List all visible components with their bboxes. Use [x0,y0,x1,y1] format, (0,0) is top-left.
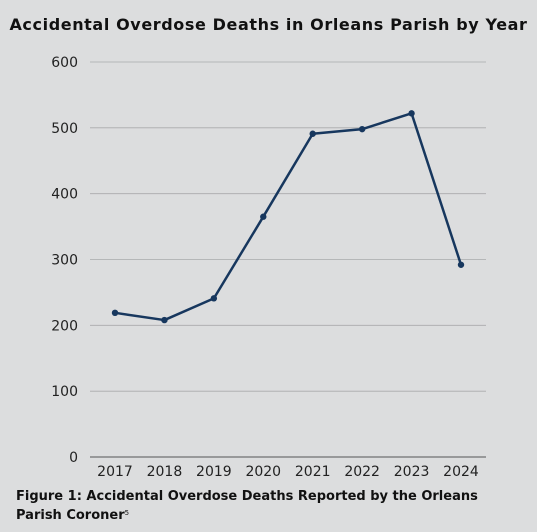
x-tick-label: 2024 [443,464,479,480]
y-tick-label: 200 [51,318,78,334]
data-point [358,125,366,133]
data-point [111,309,119,317]
data-point [457,261,465,268]
chart-title: Accidental Overdose Deaths in Orleans Pa… [9,15,528,34]
line-chart: 0 100 200 300 400 500 600 2017 2018 2019 2020 2021… [51,55,486,480]
data-points [111,110,465,324]
series-line-path [113,112,463,322]
data-point [309,130,316,137]
series-line [113,112,463,322]
x-tick-label: 2021 [295,464,331,480]
data-point [210,295,218,302]
x-tick-label: 2020 [245,464,281,480]
figure-caption: Figure 1: Accidental Overdose Deaths Rep… [16,487,516,525]
y-tick-label: 100 [51,384,78,400]
y-tick-label: 500 [51,121,78,137]
data-point [161,316,168,324]
x-axis-ticks: 2017 2018 2019 2020 2021 2022 2023 2024 [97,464,479,480]
x-tick-label: 2017 [97,464,133,480]
y-tick-label: 400 [51,187,78,203]
footnote-marker: 5 [124,509,130,517]
x-tick-label: 2018 [147,464,183,480]
y-tick-label: 600 [51,55,78,71]
caption-text: Figure 1: Accidental Overdose Deaths Rep… [16,489,478,523]
y-axis-ticks: 0 100 200 300 400 500 600 [51,55,78,466]
x-tick-label: 2019 [196,464,232,480]
y-tick-label: 0 [69,450,78,466]
data-point [260,213,267,220]
data-point [408,110,415,117]
gridlines [90,61,486,458]
x-tick-label: 2022 [344,464,380,480]
y-tick-label: 300 [51,253,78,269]
x-tick-label: 2023 [394,464,430,480]
